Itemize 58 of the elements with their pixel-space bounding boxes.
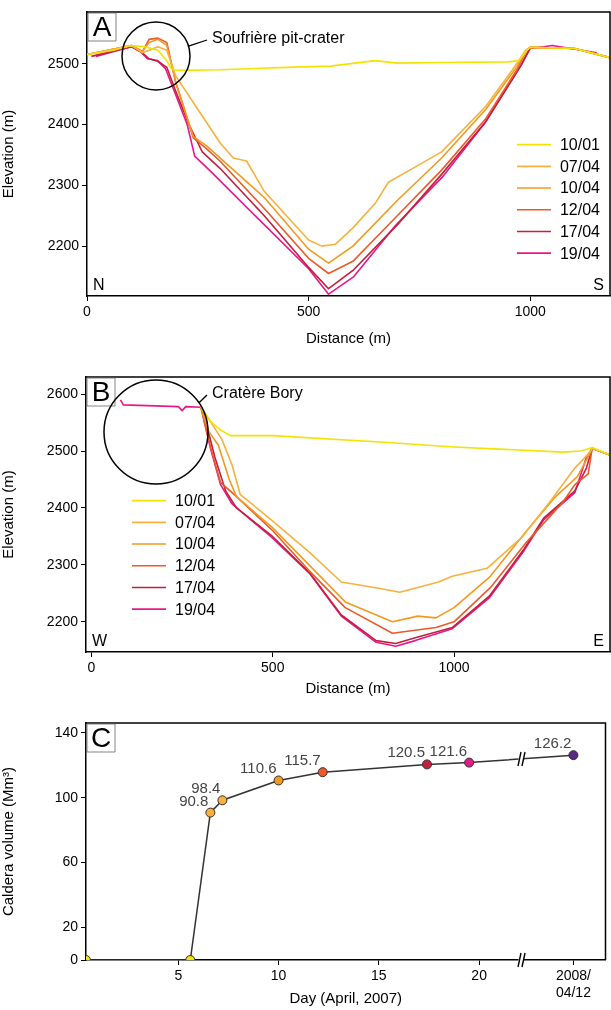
- x-tick-label: 2008/04/12: [555, 967, 592, 1001]
- y-tick-label: 2300: [46, 555, 79, 572]
- y-tick-label: 140: [54, 723, 79, 740]
- legend-label: 10/01: [175, 492, 216, 510]
- x-axis-title: Distance (m): [305, 329, 392, 347]
- y-tick-label: 2400: [46, 498, 79, 515]
- y-tick-label: 2600: [46, 384, 79, 401]
- data-label: 126.2: [533, 734, 572, 752]
- x-tick-label: 1000: [514, 303, 546, 320]
- legend-label: 12/04: [559, 201, 601, 219]
- y-tick-label: 60: [62, 853, 79, 870]
- legend-label: 10/04: [175, 535, 216, 553]
- chart-title: B: [91, 375, 111, 407]
- chart-title: C: [90, 721, 112, 753]
- legend-label: 17/04: [559, 222, 601, 240]
- x-tick-label: 0: [83, 303, 92, 320]
- annotation: E: [593, 632, 604, 649]
- y-axis-title: Elevation (m): [0, 470, 17, 559]
- legend-label: 12/04: [175, 557, 216, 575]
- y-tick-label: 2300: [47, 176, 80, 193]
- annotation: Cratère Bory: [212, 384, 303, 402]
- y-axis-title: Elevation (m): [0, 109, 17, 199]
- annotation: S: [593, 276, 604, 293]
- legend-label: 17/04: [175, 578, 216, 596]
- x-tick-label: 20: [471, 967, 488, 984]
- data-label: 98.4: [191, 779, 221, 797]
- y-tick-label: 100: [54, 788, 79, 805]
- annotation: N: [93, 276, 105, 293]
- legend-label: 07/04: [175, 513, 216, 531]
- y-axis-title: Caldera volume (Mm³): [0, 766, 17, 917]
- y-tick-label: 20: [62, 918, 79, 935]
- y-tick-label: 0: [70, 950, 79, 967]
- data-label: 120.5: [387, 743, 425, 761]
- x-tick-label: 500: [261, 659, 285, 676]
- x-tick-label: 0: [87, 659, 96, 676]
- x-tick-label: 5: [174, 967, 183, 984]
- y-tick-label: 2400: [47, 115, 80, 132]
- x-axis-title: Day (April, 2007): [289, 989, 403, 1007]
- legend-label: 19/04: [175, 600, 216, 618]
- y-tick-label: 2500: [47, 54, 80, 71]
- x-tick-label: 10: [270, 967, 287, 984]
- x-axis-title: Distance (m): [305, 679, 391, 697]
- legend-label: 10/04: [559, 179, 601, 197]
- data-label: 115.7: [284, 751, 321, 769]
- x-tick-label: 15: [371, 967, 387, 984]
- legend-label: 19/04: [559, 244, 601, 262]
- x-tick-label: 500: [296, 303, 321, 320]
- legend-label: 07/04: [559, 157, 601, 175]
- annotation: Soufrière pit-crater: [212, 29, 346, 47]
- data-label: 110.6: [240, 759, 277, 777]
- y-tick-label: 2200: [47, 236, 80, 253]
- data-label: 121.6: [429, 741, 468, 759]
- annotation: W: [92, 632, 108, 649]
- chart-title: A: [92, 10, 112, 42]
- legend-label: 10/01: [559, 136, 601, 154]
- x-tick-label: 1000: [438, 659, 470, 676]
- y-tick-label: 2500: [46, 441, 79, 458]
- y-tick-label: 2200: [46, 612, 79, 629]
